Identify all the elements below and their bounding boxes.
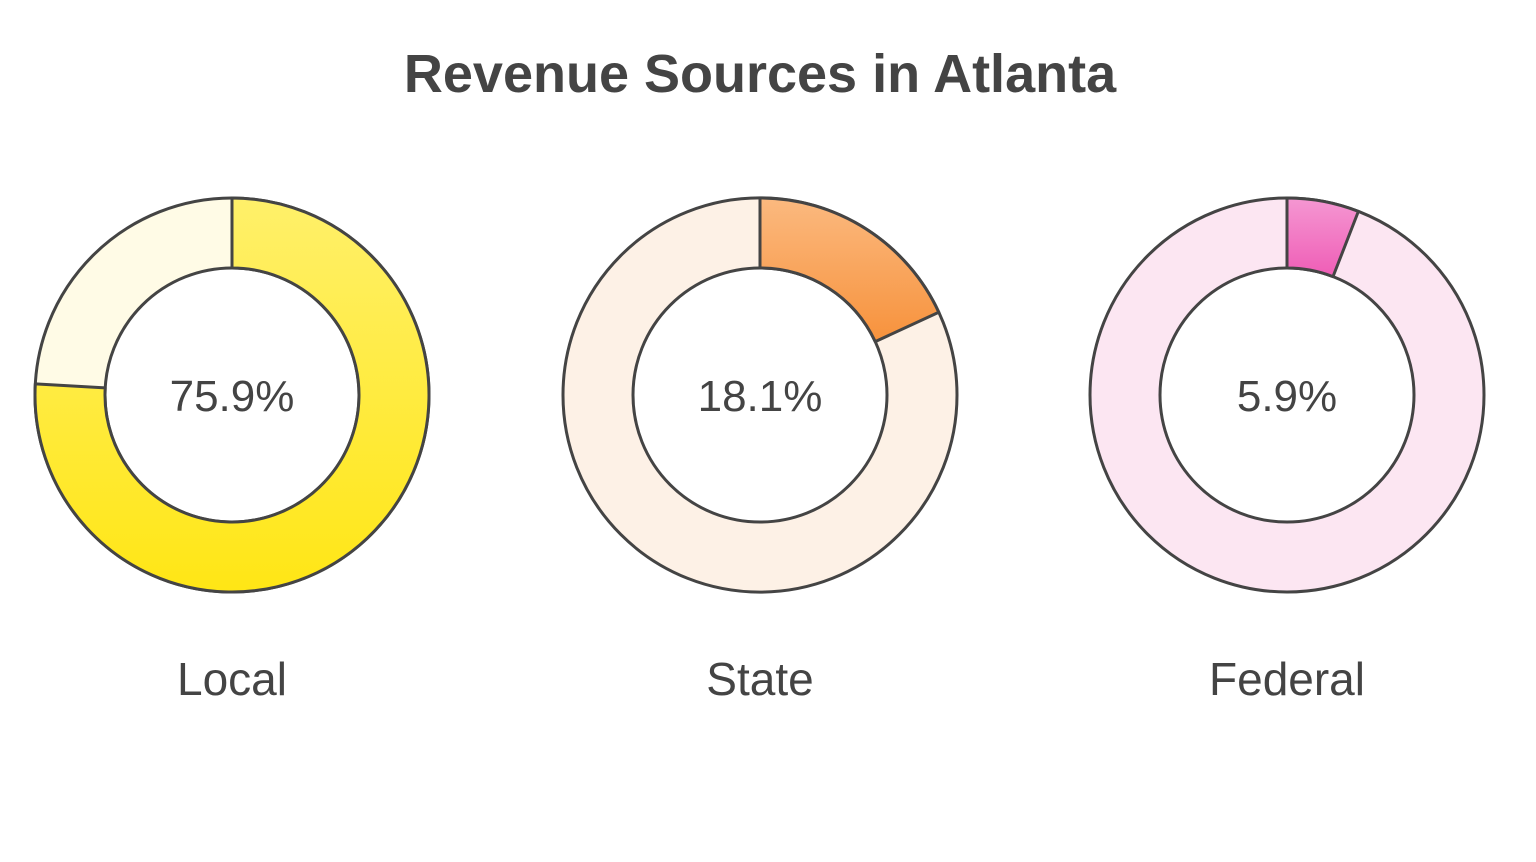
chart-title: Revenue Sources in Atlanta (404, 44, 1117, 104)
category-label: Local (177, 653, 287, 705)
category-label: Federal (1209, 653, 1365, 705)
donut-remainder-federal (1088, 196, 1486, 594)
value-label: 18.1% (698, 372, 823, 421)
donut-federal: 5.9% Federal (1088, 196, 1486, 705)
donut-slice-state (758, 196, 941, 344)
category-label: State (706, 653, 813, 705)
donut-slice-local (33, 196, 431, 594)
donut-state: 18.1% State (561, 196, 959, 705)
value-label: 5.9% (1237, 372, 1337, 421)
donut-slice-federal (1285, 196, 1360, 279)
value-label: 75.9% (170, 372, 295, 421)
donut-local: 75.9% Local (33, 196, 431, 705)
